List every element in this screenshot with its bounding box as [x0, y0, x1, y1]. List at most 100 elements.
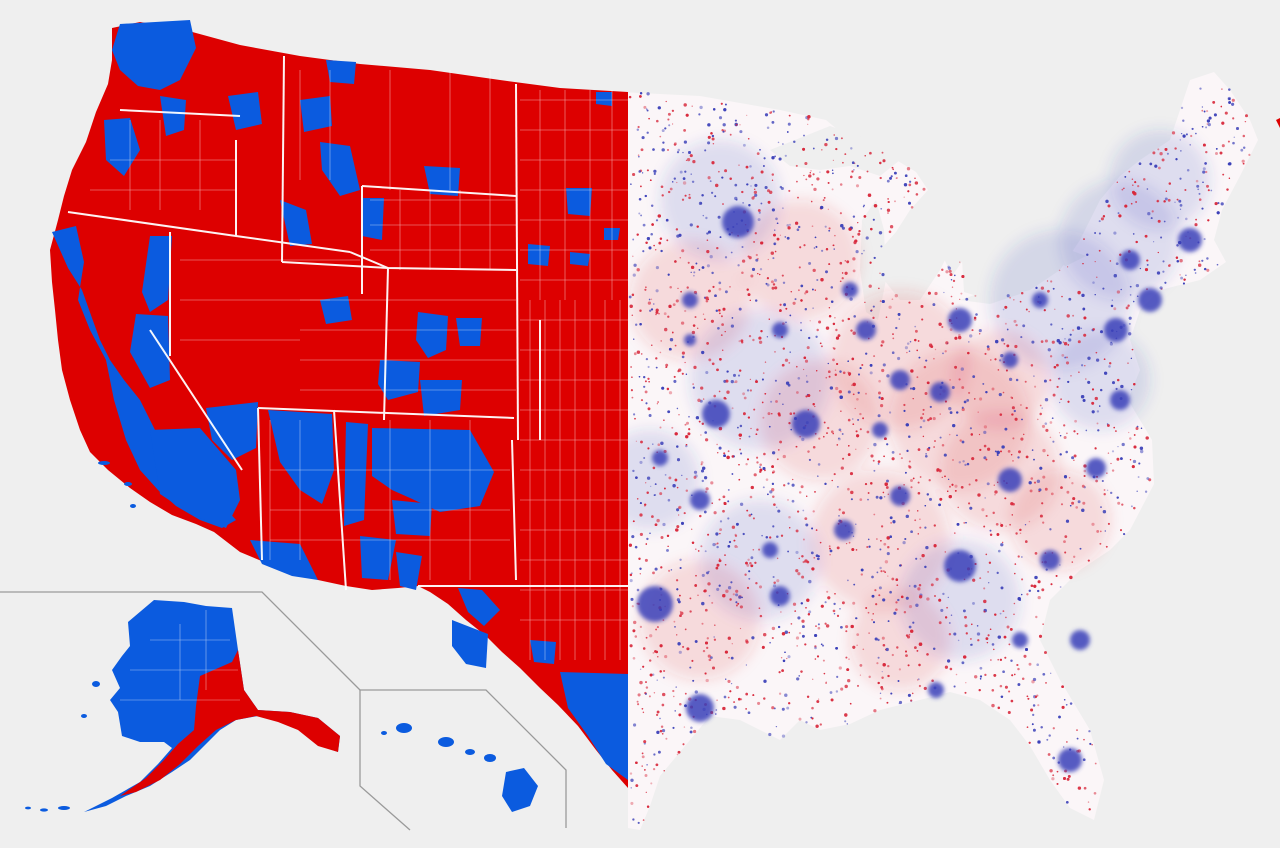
population-dot [751, 267, 756, 271]
population-dot [1180, 276, 1184, 280]
population-dot [654, 567, 658, 571]
population-dot [1114, 430, 1117, 433]
population-dot [1083, 485, 1086, 489]
population-dot [1140, 427, 1143, 429]
population-dot [759, 614, 763, 618]
population-dot [1037, 589, 1040, 593]
population-dot [964, 691, 967, 694]
population-dot [1096, 410, 1100, 413]
population-dot [733, 701, 736, 704]
population-dot [925, 453, 927, 455]
population-dot [632, 255, 634, 258]
population-dot [1013, 613, 1015, 616]
population-dot [808, 458, 811, 461]
population-dot [1073, 454, 1077, 458]
population-dot [1011, 674, 1014, 677]
population-dot [648, 381, 650, 383]
population-dot [787, 655, 791, 659]
population-dot [758, 548, 761, 551]
population-dot [1130, 388, 1133, 391]
population-dot [801, 634, 805, 638]
population-dot [692, 324, 696, 327]
population-dot [655, 650, 659, 654]
population-dot [908, 460, 911, 463]
population-dot [680, 290, 682, 293]
population-dot [1042, 672, 1046, 676]
population-dot [1123, 533, 1126, 536]
population-dot [748, 435, 751, 438]
population-dot [1150, 217, 1153, 220]
population-dot [1025, 308, 1028, 311]
population-dot [725, 678, 727, 680]
population-dot [833, 248, 835, 250]
population-dot [764, 361, 767, 363]
population-dot [910, 530, 913, 534]
population-dot [891, 351, 895, 354]
population-dot [798, 266, 801, 269]
population-dot [879, 161, 882, 165]
population-dot [884, 437, 887, 441]
population-dot [1096, 276, 1098, 278]
population-dot [630, 572, 633, 575]
population-dot [1029, 489, 1033, 493]
population-dot [861, 364, 864, 366]
population-dot [664, 474, 667, 476]
population-dot [735, 522, 739, 526]
population-dot [1021, 556, 1023, 558]
population-dot [949, 273, 953, 277]
population-dot [797, 510, 800, 513]
population-dot [887, 198, 889, 200]
population-dot [889, 411, 892, 414]
population-dot [706, 232, 709, 235]
population-dot [662, 676, 665, 679]
population-dot [874, 637, 878, 641]
population-dot [759, 614, 763, 618]
population-dot [970, 643, 973, 646]
population-dot [853, 315, 856, 318]
population-dot [820, 643, 823, 646]
population-dot [641, 172, 644, 174]
population-dot [693, 470, 698, 474]
population-dot [812, 403, 815, 406]
population-dot [718, 287, 722, 291]
population-dot [950, 295, 953, 298]
population-dot [639, 322, 642, 326]
population-dot [903, 183, 908, 187]
population-dot [707, 533, 710, 536]
population-dot [642, 250, 645, 253]
population-dot [1102, 510, 1107, 514]
population-dot [991, 643, 995, 646]
population-dot [631, 535, 635, 539]
population-dot [653, 244, 655, 247]
population-dot [933, 594, 937, 598]
population-dot [879, 697, 882, 700]
population-dot [656, 518, 660, 523]
population-dot [727, 500, 730, 503]
population-dot [804, 559, 808, 563]
population-dot [948, 494, 952, 499]
population-dot [730, 581, 733, 584]
population-dot [1146, 477, 1150, 480]
population-dot [780, 534, 784, 537]
population-dot [679, 567, 682, 569]
population-dot [863, 215, 867, 218]
population-dot [774, 286, 778, 290]
population-dot [641, 172, 644, 174]
population-dot [746, 288, 749, 291]
population-dot [731, 525, 736, 529]
population-dot [1110, 462, 1112, 465]
population-dot [757, 218, 761, 222]
population-dot [879, 566, 882, 570]
population-dot [676, 525, 680, 529]
population-dot [1064, 535, 1068, 538]
population-dot [777, 449, 780, 451]
population-dot [957, 506, 959, 509]
population-dot [988, 561, 992, 564]
population-dot [1197, 188, 1200, 191]
population-dot [770, 280, 774, 284]
population-dot [1125, 306, 1129, 310]
population-dot [908, 465, 912, 469]
population-dot [953, 685, 956, 688]
population-dot [694, 584, 698, 587]
population-dot [879, 692, 882, 694]
